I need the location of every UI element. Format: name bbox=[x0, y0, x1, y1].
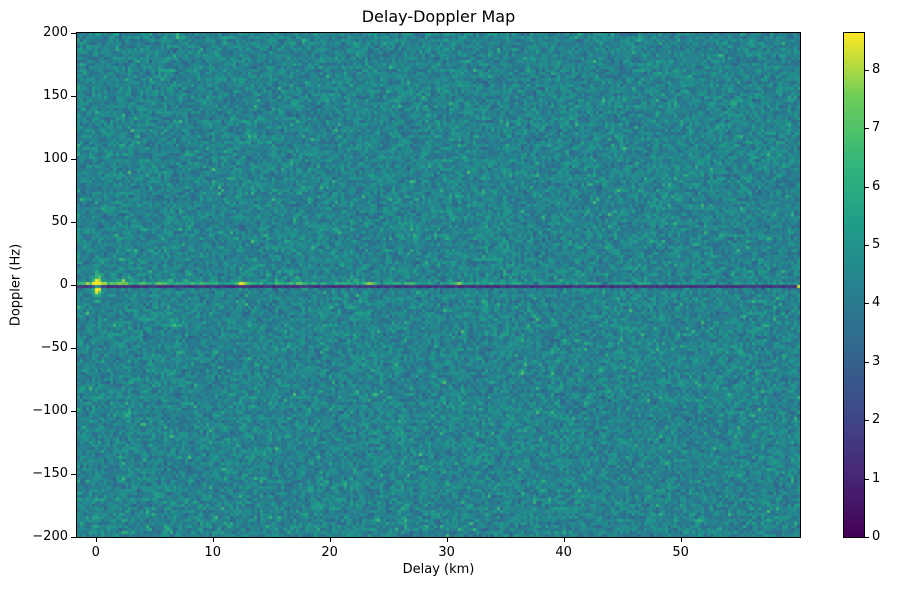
x-tick-mark bbox=[680, 538, 682, 542]
y-tick-mark bbox=[71, 285, 76, 286]
y-tick-label: −150 bbox=[32, 466, 68, 481]
x-tick-mark bbox=[212, 538, 214, 542]
colorbar-tick-mark bbox=[865, 303, 869, 305]
y-tick-mark bbox=[71, 222, 76, 223]
y-tick-label: 0 bbox=[59, 277, 68, 292]
x-tick-label: 0 bbox=[91, 545, 100, 560]
y-tick-mark bbox=[71, 411, 76, 412]
colorbar-tick-mark bbox=[865, 186, 869, 188]
colorbar-tick-label: 6 bbox=[872, 178, 881, 194]
y-tick-mark bbox=[71, 159, 76, 160]
colorbar-tick-label: 2 bbox=[872, 412, 881, 428]
colorbar bbox=[843, 32, 865, 538]
colorbar-tick-mark bbox=[865, 537, 869, 538]
colorbar-tick-mark bbox=[865, 69, 869, 71]
y-tick-label: 100 bbox=[43, 151, 68, 166]
colorbar-tick-label: 7 bbox=[872, 120, 881, 136]
colorbar-tick-mark bbox=[865, 361, 869, 363]
x-tick-mark bbox=[329, 538, 331, 542]
y-tick-mark bbox=[71, 348, 76, 349]
x-tick-label: 20 bbox=[321, 545, 338, 560]
colorbar-tick-label: 0 bbox=[872, 529, 881, 544]
colorbar-tick-mark bbox=[865, 478, 869, 480]
y-tick-label: −100 bbox=[32, 403, 68, 418]
y-tick-label: 50 bbox=[51, 214, 68, 229]
x-tick-mark bbox=[446, 538, 448, 542]
colorbar-tick-label: 1 bbox=[872, 470, 881, 486]
colorbar-tick-mark bbox=[865, 420, 869, 422]
heatmap-image bbox=[76, 32, 801, 538]
y-tick-mark bbox=[71, 537, 76, 538]
y-tick-mark bbox=[71, 474, 76, 475]
y-tick-label: −50 bbox=[40, 340, 68, 355]
colorbar-tick-label: 3 bbox=[872, 353, 881, 369]
x-tick-label: 50 bbox=[672, 545, 689, 560]
y-tick-mark bbox=[71, 96, 76, 97]
colorbar-tick-label: 4 bbox=[872, 295, 881, 311]
y-tick-label: 150 bbox=[43, 88, 68, 103]
y-tick-label: 200 bbox=[43, 25, 68, 40]
x-tick-mark bbox=[95, 538, 97, 542]
y-tick-mark bbox=[71, 33, 76, 34]
x-tick-mark bbox=[563, 538, 565, 542]
colorbar-tick-label: 5 bbox=[872, 236, 881, 252]
x-tick-label: 40 bbox=[555, 545, 572, 560]
colorbar-tick-mark bbox=[865, 244, 869, 246]
x-axis-label: Delay (km) bbox=[402, 562, 475, 577]
colorbar-tick-mark bbox=[865, 128, 869, 130]
y-tick-label: −200 bbox=[32, 529, 68, 544]
colorbar-tick-label: 8 bbox=[872, 61, 881, 77]
x-tick-label: 30 bbox=[438, 545, 455, 560]
chart-title: Delay-Doppler Map bbox=[361, 7, 516, 26]
x-tick-label: 10 bbox=[204, 545, 221, 560]
